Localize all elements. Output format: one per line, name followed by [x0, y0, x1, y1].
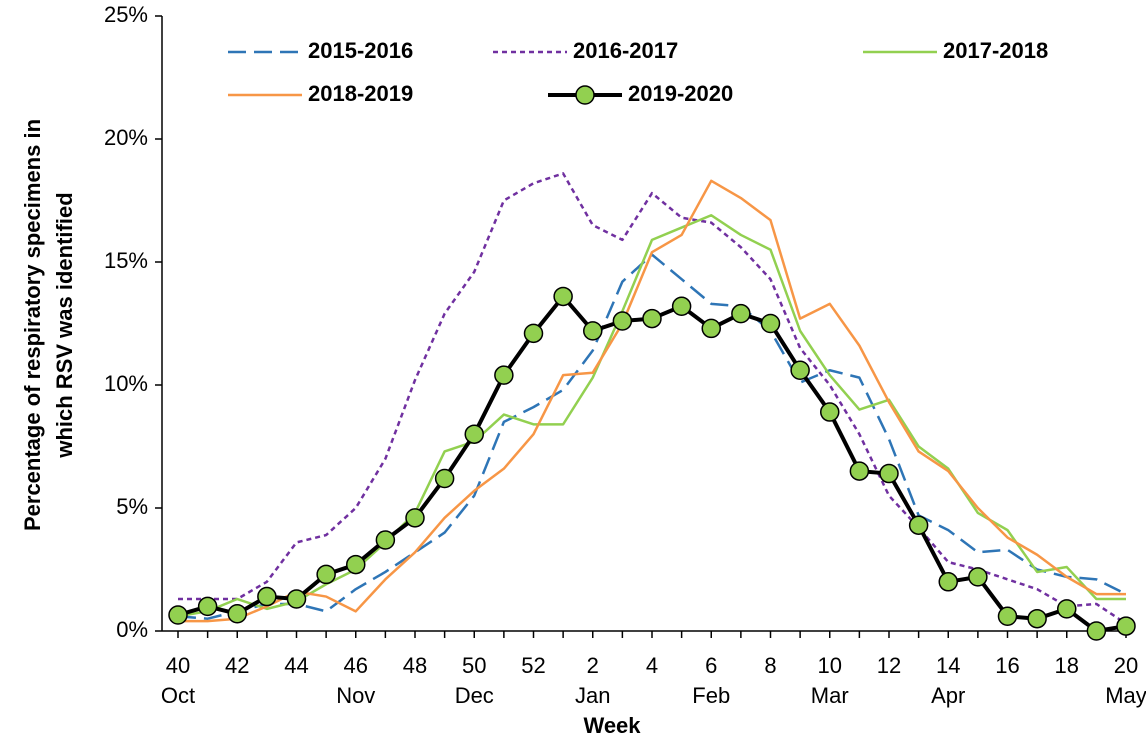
x-tick-label: 44 [284, 653, 308, 678]
legend-label: 2019-2020 [628, 81, 733, 106]
marker [375, 530, 396, 550]
y-axis-title: which RSV was identified [52, 192, 77, 458]
marker [227, 604, 247, 624]
marker [938, 572, 958, 592]
marker [879, 463, 899, 484]
marker [168, 605, 188, 625]
marker [997, 606, 1018, 626]
marker [583, 321, 603, 341]
x-tick-label: 52 [521, 653, 545, 678]
month-label: Oct [161, 683, 195, 708]
marker [790, 360, 810, 380]
marker [968, 567, 988, 587]
y-tick-label: 20% [104, 125, 148, 150]
marker [701, 318, 721, 339]
marker [908, 515, 929, 535]
month-label: Dec [455, 683, 494, 708]
x-tick-label: 18 [1055, 653, 1079, 678]
marker [1027, 608, 1047, 629]
y-tick-label: 10% [104, 371, 148, 396]
marker [1086, 621, 1107, 641]
marker [849, 461, 870, 481]
x-tick-label: 14 [936, 653, 960, 678]
marker [760, 313, 781, 334]
month-label: Nov [336, 683, 375, 708]
x-tick-label: 46 [344, 653, 368, 678]
marker [1057, 599, 1077, 619]
legend-label: 2015-2016 [308, 38, 413, 63]
marker [197, 596, 218, 617]
marker [464, 424, 484, 444]
marker [434, 468, 455, 489]
marker [820, 402, 840, 422]
x-tick-label: 8 [764, 653, 776, 678]
x-tick-label: 42 [225, 653, 249, 678]
y-tick-label: 0% [116, 617, 148, 642]
marker [671, 296, 692, 317]
x-tick-label: 10 [818, 653, 842, 678]
y-tick-label: 15% [104, 248, 148, 273]
marker [1116, 616, 1136, 636]
x-tick-label: 12 [877, 653, 901, 678]
x-tick-label: 20 [1114, 653, 1138, 678]
y-tick-label: 25% [104, 2, 148, 27]
month-label: Mar [811, 683, 849, 708]
series-line [178, 179, 1126, 623]
marker [346, 554, 366, 575]
marker [731, 303, 751, 324]
legend-label: 2018-2019 [308, 81, 413, 106]
legend-marker [575, 85, 595, 105]
month-label: Apr [931, 683, 965, 708]
x-tick-label: 40 [166, 653, 190, 678]
marker [316, 564, 336, 585]
y-tick-label: 5% [116, 494, 148, 519]
month-label: Jan [575, 683, 610, 708]
x-tick-label: 2 [587, 653, 599, 678]
marker [612, 311, 633, 331]
marker [494, 365, 514, 385]
x-tick-label: 16 [995, 653, 1019, 678]
month-label: May [1105, 683, 1146, 708]
legend-label: 2016-2017 [573, 38, 678, 63]
x-axis-title: Week [583, 713, 641, 738]
marker [553, 286, 573, 307]
month-label: Feb [692, 683, 730, 708]
marker [405, 508, 425, 528]
marker [257, 586, 277, 607]
marker [642, 308, 662, 329]
x-tick-label: 6 [705, 653, 717, 678]
x-tick-label: 4 [646, 653, 658, 678]
x-tick-label: 48 [403, 653, 427, 678]
x-tick-label: 50 [462, 653, 486, 678]
series-line [177, 214, 1126, 618]
y-axis-title: Percentage of respiratory specimens in [20, 119, 45, 531]
marker [286, 589, 307, 609]
series-line [178, 172, 1127, 625]
marker [523, 323, 544, 344]
legend-label: 2017-2018 [943, 38, 1048, 63]
